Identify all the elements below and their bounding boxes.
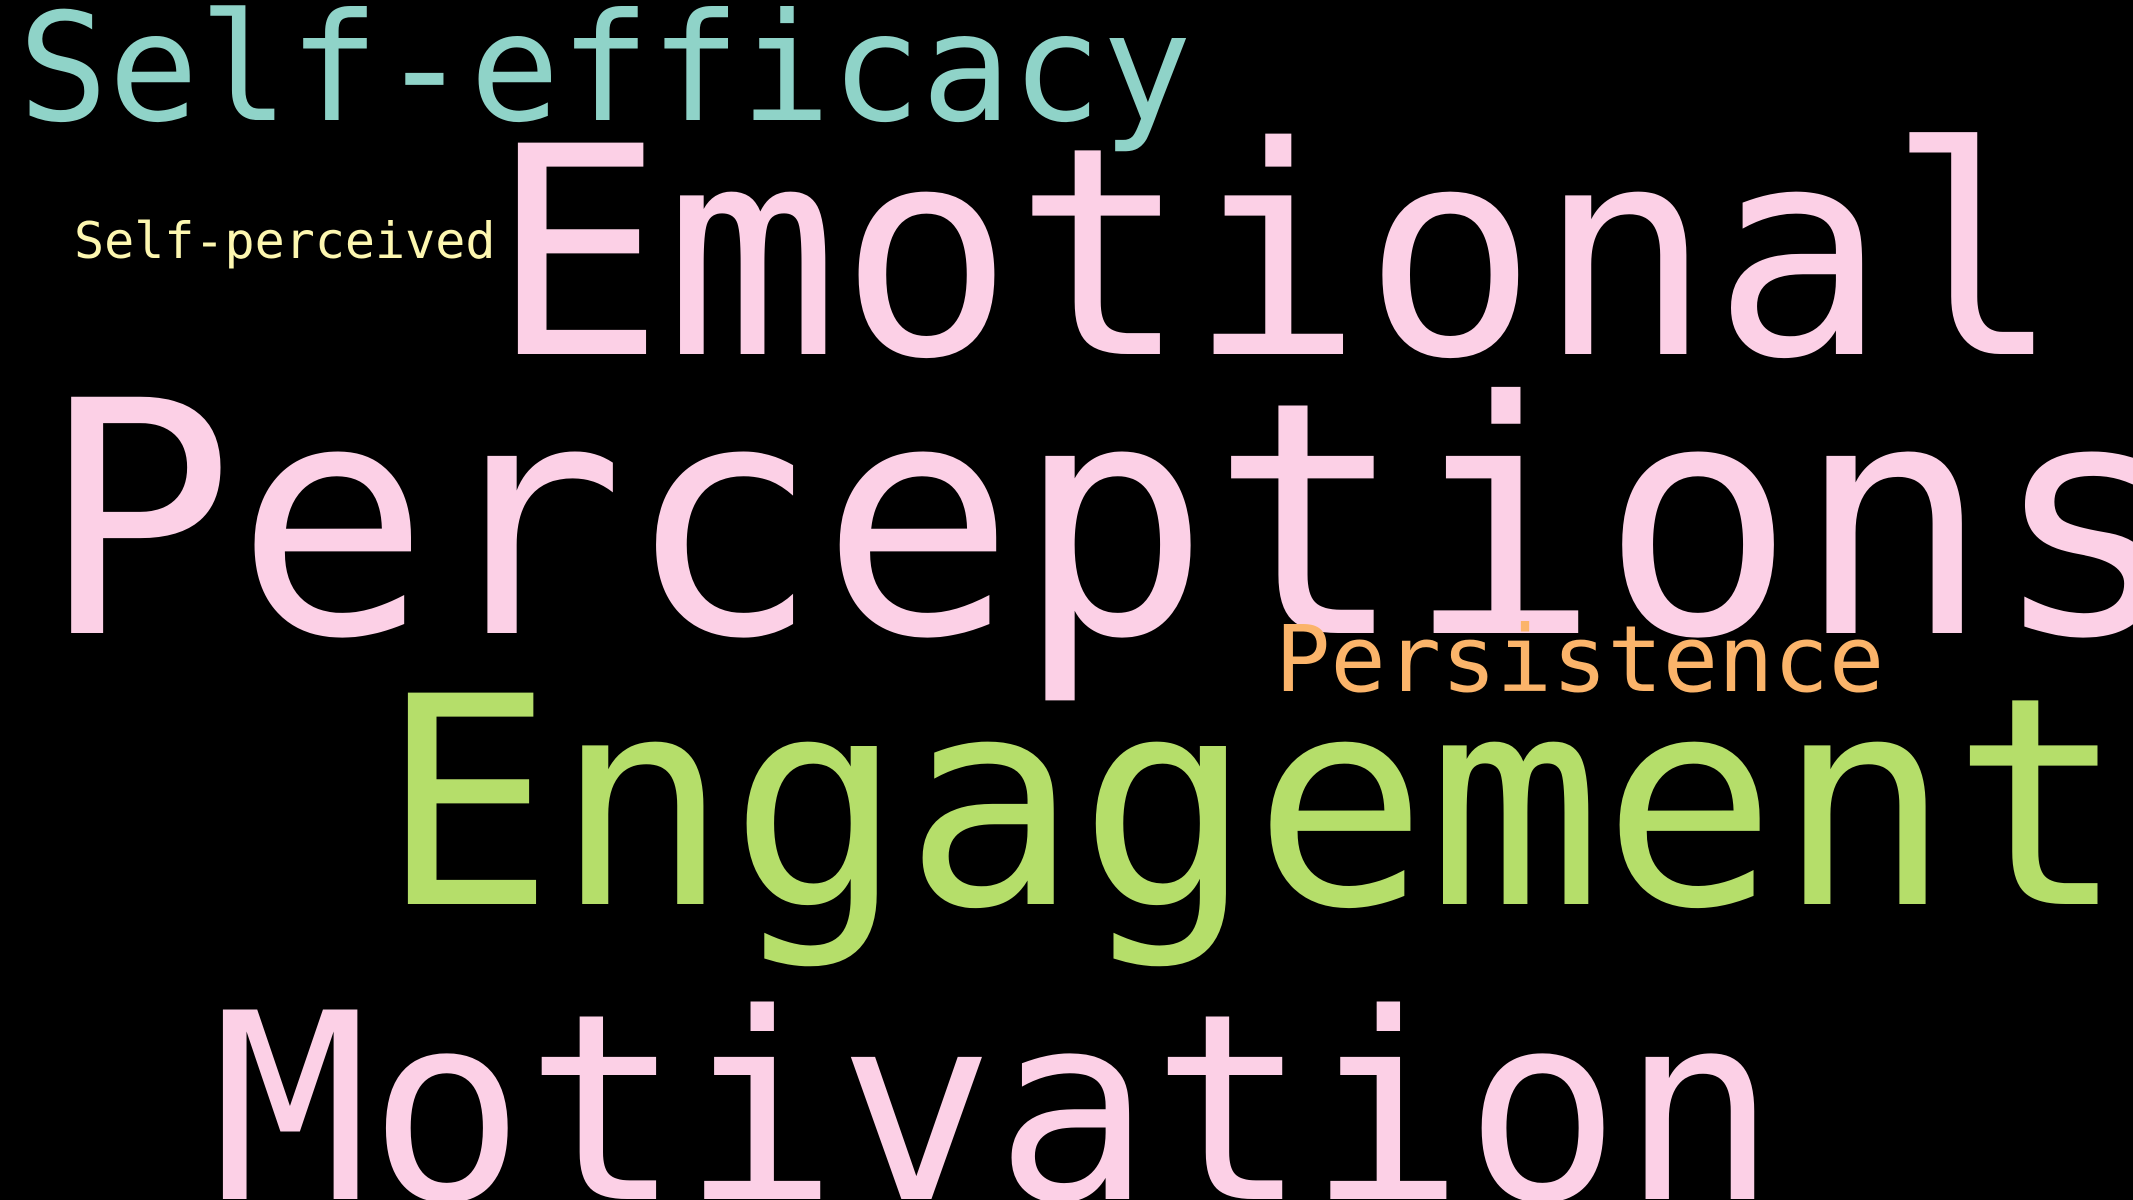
- word-motivation: Motivation: [212, 959, 1778, 1200]
- word-perceptions: Perceptions: [40, 333, 2133, 710]
- word-persistence: Persistence: [1275, 606, 1885, 713]
- word-self-efficacy: Self-efficacy: [18, 0, 1192, 156]
- word-engagement: Engagement: [380, 636, 2126, 973]
- word-emotional: Emotional: [490, 86, 2062, 423]
- word-self-perceived: Self-perceived: [74, 212, 496, 270]
